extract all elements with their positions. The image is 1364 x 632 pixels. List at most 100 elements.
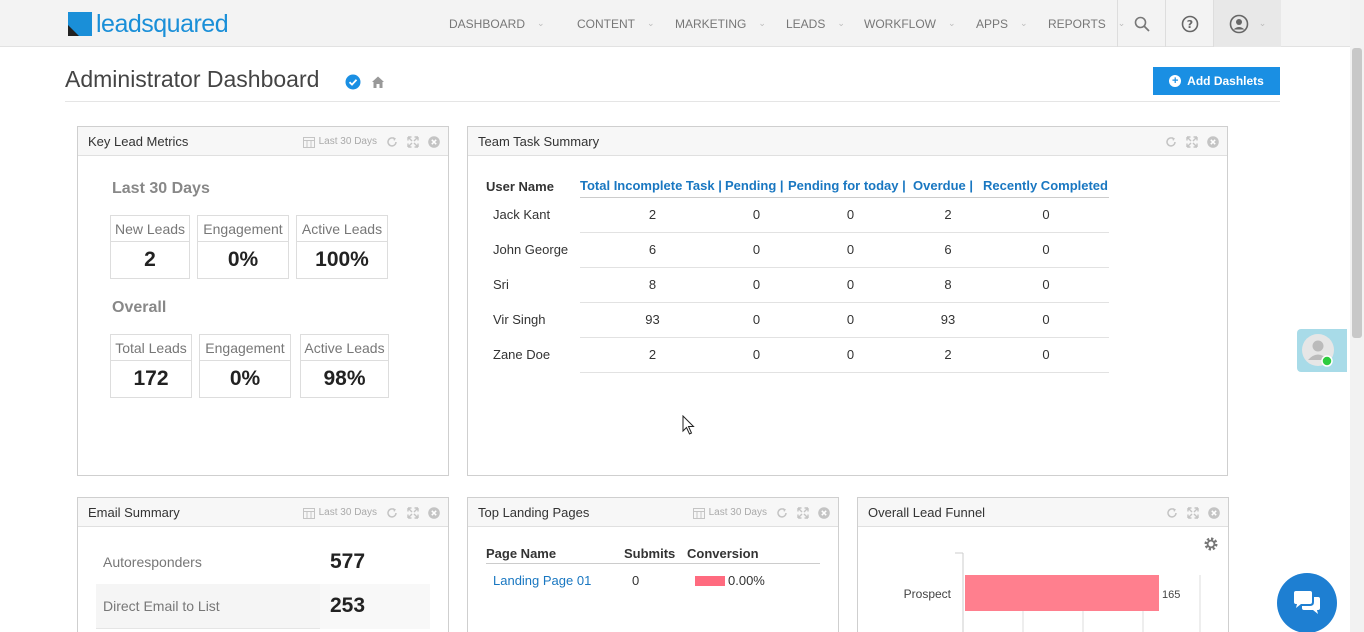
chevron-down-icon: ⌄ <box>948 18 956 28</box>
refresh-icon[interactable] <box>1165 136 1177 148</box>
email-row-autoresponders: Autoresponders 577 <box>103 549 366 573</box>
help-icon: ? <box>1181 15 1198 32</box>
calendar-icon[interactable] <box>302 136 315 148</box>
nav-leads[interactable]: LEADS ⌄ <box>786 16 845 31</box>
expand-icon[interactable] <box>1187 506 1199 519</box>
refresh-icon[interactable] <box>776 507 788 519</box>
divider <box>65 101 1280 102</box>
expand-icon[interactable] <box>407 506 419 519</box>
close-icon[interactable] <box>818 506 830 519</box>
chevron-down-icon: ⌄ <box>1258 18 1267 28</box>
expand-icon[interactable] <box>1186 135 1198 148</box>
metric-new-leads: New Leads 2 <box>110 215 190 279</box>
table-row: Zane Doe 2 0 0 2 0 <box>486 337 1109 373</box>
table-row: Vir Singh 93 0 0 93 0 <box>486 302 1109 338</box>
team-task-table: User Name Total Incomplete Task | Pendin… <box>486 175 1109 373</box>
top-navbar: leadsquared DASHBOARD ⌄ CONTENT ⌄ MARKETIN… <box>0 0 1364 47</box>
expand-icon[interactable] <box>407 135 419 148</box>
search-button[interactable] <box>1117 0 1165 47</box>
nav-workflow[interactable]: WORKFLOW ⌄ <box>864 16 956 31</box>
dashlet-header: Key Lead Metrics Last 30 Days <box>78 127 448 156</box>
col-submits: Submits <box>624 546 676 561</box>
close-icon[interactable] <box>428 506 440 519</box>
dashlet-title: Key Lead Metrics <box>88 133 189 149</box>
svg-text:?: ? <box>1186 18 1192 31</box>
close-icon[interactable] <box>1207 135 1219 148</box>
col-pending[interactable]: Pending | <box>725 175 788 198</box>
logo-text: leadsquared <box>96 9 229 38</box>
nav-marketing[interactable]: MARKETING ⌄ <box>675 16 766 31</box>
chat-icon <box>1294 591 1320 614</box>
col-page-name: Page Name <box>486 546 557 561</box>
close-icon[interactable] <box>428 135 440 148</box>
dashlet-key-lead-metrics: Key Lead Metrics Last 30 Days Last 30 Da… <box>77 126 449 476</box>
funnel-value-prospect: 165 <box>1162 589 1180 601</box>
table-header-row: User Name Total Incomplete Task | Pendin… <box>486 175 1109 198</box>
nav-reports[interactable]: REPORTS ⌄ <box>1048 16 1126 31</box>
gear-icon[interactable] <box>1203 536 1219 552</box>
refresh-icon[interactable] <box>386 136 398 148</box>
metric-engagement: Engagement 0% <box>197 215 289 279</box>
plus-circle-icon: + <box>1169 75 1182 87</box>
logo[interactable]: leadsquared <box>68 9 229 38</box>
verified-check-icon[interactable] <box>345 74 361 90</box>
dashlet-title: Team Task Summary <box>478 133 600 149</box>
col-overdue[interactable]: Overdue | <box>913 175 983 198</box>
add-dashlets-button[interactable]: + Add Dashlets <box>1153 67 1280 95</box>
dashlet-header: Top Landing Pages Last 30 Days <box>468 498 838 527</box>
user-icon <box>1229 14 1249 33</box>
email-row-direct-email: Direct Email to List 253 <box>96 583 430 629</box>
dashlet-team-task-summary: Team Task Summary User Name Total Incomp… <box>467 126 1228 476</box>
col-user-name: User Name <box>486 178 554 194</box>
funnel-label-prospect: Prospect <box>904 587 952 601</box>
dashlet-title: Email Summary <box>88 504 180 520</box>
metric-total-leads: Total Leads 172 <box>110 334 192 398</box>
date-range-label[interactable]: Last 30 Days <box>318 507 377 518</box>
chevron-down-icon: ⌄ <box>837 18 845 28</box>
dashlet-header: Team Task Summary <box>468 127 1227 156</box>
refresh-icon[interactable] <box>1166 507 1178 519</box>
chevron-down-icon: ⌄ <box>1117 18 1126 28</box>
calendar-icon[interactable] <box>302 507 315 519</box>
page-title: Administrator Dashboard <box>65 66 320 92</box>
refresh-icon[interactable] <box>386 507 398 519</box>
section-overall: Overall <box>112 299 167 316</box>
dashlet-title: Top Landing Pages <box>478 504 590 520</box>
table-row: John George 6 0 0 6 0 <box>486 232 1109 268</box>
dashlet-header: Email Summary Last 30 Days <box>78 498 448 527</box>
scrollbar-thumb[interactable] <box>1352 48 1362 338</box>
side-agent-widget[interactable] <box>1297 329 1347 372</box>
dashlet-header: Overall Lead Funnel <box>858 498 1228 527</box>
metric-active-leads: Active Leads 100% <box>296 215 388 279</box>
dashlet-email-summary: Email Summary Last 30 Days Autoresponder… <box>77 497 449 632</box>
metric-active-leads-overall: Active Leads 98% <box>300 334 389 398</box>
help-button[interactable]: ? <box>1165 0 1213 47</box>
col-recently-completed[interactable]: Recently Completed <box>983 175 1109 198</box>
col-conversion: Conversion <box>687 546 759 561</box>
col-pending-today[interactable]: Pending for today | <box>788 175 913 198</box>
date-range-label[interactable]: Last 30 Days <box>708 507 767 518</box>
agent-avatar-icon <box>1302 334 1334 367</box>
dashlet-title: Overall Lead Funnel <box>868 504 986 520</box>
dashlet-tools: Last 30 Days <box>302 127 440 156</box>
chevron-down-icon: ⌄ <box>537 18 545 28</box>
conversion-value: 0.00% <box>728 573 765 588</box>
user-menu-button[interactable]: ⌄ <box>1213 0 1281 47</box>
calendar-icon[interactable] <box>692 507 705 519</box>
dashlet-tools: Last 30 Days <box>302 498 440 527</box>
section-last-30-days: Last 30 Days <box>112 180 210 197</box>
col-total-incomplete[interactable]: Total Incomplete Task | <box>580 175 725 198</box>
table-row: Landing Page 01 0 0.00% <box>486 573 820 588</box>
metric-engagement-overall: Engagement 0% <box>199 334 291 398</box>
nav-dashboard[interactable]: DASHBOARD ⌄ <box>449 16 545 31</box>
landing-page-link[interactable]: Landing Page 01 <box>493 573 592 588</box>
expand-icon[interactable] <box>797 506 809 519</box>
funnel-bar-prospect[interactable] <box>965 575 1159 611</box>
chat-launcher-button[interactable] <box>1277 573 1337 632</box>
nav-apps[interactable]: APPS ⌄ <box>976 16 1028 31</box>
date-range-label[interactable]: Last 30 Days <box>318 136 377 147</box>
close-icon[interactable] <box>1208 506 1220 519</box>
home-icon[interactable] <box>370 74 386 90</box>
mouse-cursor-icon <box>682 415 695 435</box>
nav-content[interactable]: CONTENT ⌄ <box>577 16 655 31</box>
